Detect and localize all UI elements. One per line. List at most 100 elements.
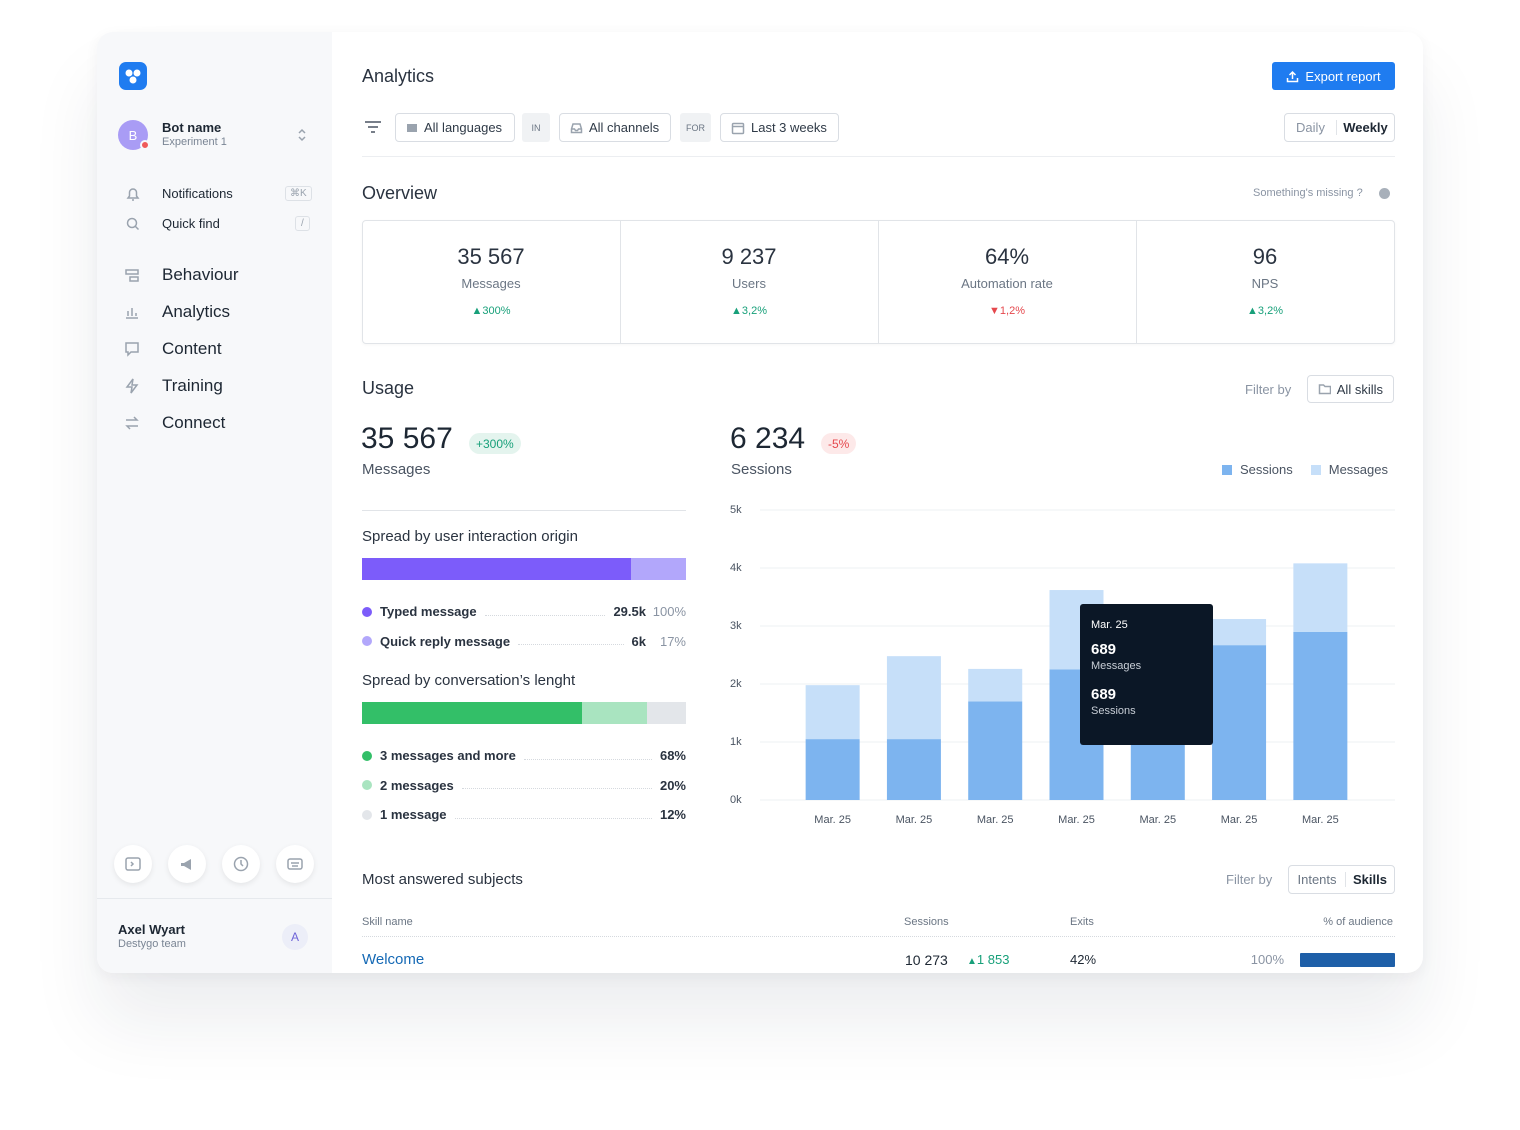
up-arrow: ▲ — [967, 956, 977, 967]
kpi: 64% Automation rate ▼1,2% — [878, 220, 1136, 344]
tooltip-value: 689 — [1091, 641, 1117, 658]
channel-label: All channels — [589, 120, 660, 135]
messages-label: Messages — [362, 461, 431, 478]
legend-dot — [362, 606, 372, 617]
item-share: 100% — [652, 604, 686, 620]
upload-icon — [1287, 70, 1299, 82]
item-name: 1 message — [380, 807, 447, 823]
x-tick-label: Mar. 25 — [1058, 814, 1095, 826]
kpi-value: 35 567 — [457, 244, 525, 269]
granularity-toggle: Daily Weekly — [1284, 113, 1395, 142]
help-link[interactable]: Something's missing ? — [1253, 187, 1363, 199]
messages-total: 35 567 — [361, 422, 453, 455]
bar-segment — [1212, 645, 1267, 800]
filter-label: Filter by — [1245, 382, 1292, 397]
legend-label: Sessions — [1240, 462, 1293, 477]
bar-segment — [968, 668, 1023, 702]
tooltip-label: Sessions — [1091, 705, 1136, 717]
channel-filter[interactable]: All channels — [559, 113, 671, 142]
item-count: 29.5k — [613, 604, 646, 620]
nav-item[interactable]: Content — [162, 339, 222, 358]
export-button[interactable]: Export report — [1272, 62, 1395, 90]
column-header: % of audience — [1323, 916, 1393, 928]
kpi-change: ▲3,2% — [1136, 305, 1394, 317]
bar-segment — [886, 739, 941, 800]
legend-swatch — [1222, 464, 1232, 475]
section-title: Usage — [362, 378, 415, 398]
weekly-option[interactable]: Weekly — [1343, 120, 1388, 135]
tool-button[interactable] — [276, 845, 314, 883]
shortcut-key: ⌘K — [285, 186, 312, 201]
help-icon[interactable] — [1379, 188, 1390, 199]
user-avatar[interactable]: A — [282, 924, 308, 950]
skill-link[interactable]: Welcome — [362, 951, 425, 968]
legend-row: 2 messages 20% — [362, 771, 686, 801]
switch-icon[interactable] — [297, 128, 307, 142]
divider — [1136, 220, 1137, 344]
leader — [518, 637, 624, 646]
legend-row: 3 messages and more 68% — [362, 741, 686, 771]
chart-tooltip: Mar. 25 689 Messages 689 Sessions — [1080, 604, 1213, 745]
kpi: 96 NPS ▲3,2% — [1136, 220, 1394, 344]
bot-subtitle: Experiment 1 — [162, 136, 227, 148]
tool-button[interactable] — [168, 845, 206, 883]
nav-item[interactable]: Connect — [162, 413, 226, 432]
legend-row: Typed message 29.5k 100% — [362, 597, 686, 627]
skills-label: All skills — [1336, 381, 1383, 397]
divider — [620, 220, 621, 344]
nav-icon — [125, 269, 139, 282]
tool-button[interactable] — [222, 845, 260, 883]
bar-segment — [886, 656, 941, 740]
notifications-link[interactable]: Notifications — [162, 186, 233, 201]
bot-name[interactable]: Bot name — [162, 120, 222, 135]
audience-bar — [1300, 953, 1395, 967]
divider — [362, 510, 686, 511]
bar-segment — [1212, 619, 1267, 646]
kpi-label: Users — [732, 276, 766, 291]
stacked-bar — [362, 558, 686, 580]
sessions-label: Sessions — [731, 461, 792, 478]
language-filter[interactable]: All languages — [395, 113, 515, 142]
bar-segment — [362, 702, 583, 724]
section-title: Most answered subjects — [362, 871, 523, 888]
item-share: 17% — [659, 633, 686, 649]
nav-item[interactable]: Training — [162, 376, 223, 395]
intents-option[interactable]: Intents — [1289, 872, 1346, 887]
skills-option[interactable]: Skills — [1353, 872, 1387, 887]
y-tick-label: 3k — [730, 620, 742, 632]
skills-filter[interactable]: All skills — [1307, 375, 1394, 403]
exits-cell: 42% — [1070, 952, 1097, 967]
period-filter[interactable]: Last 3 weeks — [720, 113, 839, 142]
up-arrow: ▲ — [1247, 305, 1258, 317]
y-tick-label: 4k — [730, 562, 742, 574]
item-name: 3 messages and more — [380, 748, 516, 764]
filter-icon[interactable] — [364, 120, 382, 134]
tool-button[interactable] — [114, 845, 152, 883]
bot-avatar[interactable]: B — [118, 120, 148, 150]
status-dot — [140, 140, 150, 150]
nav-item[interactable]: Analytics — [162, 302, 231, 321]
legend-dot — [362, 636, 372, 647]
item-name: Typed message — [380, 604, 477, 620]
tooltip-label: Messages — [1091, 660, 1142, 672]
inbox-icon — [570, 122, 583, 133]
bar-segment — [968, 701, 1023, 800]
kpi-label: Messages — [461, 276, 521, 291]
nav-item[interactable]: Behaviour — [162, 265, 239, 284]
leader — [484, 608, 606, 616]
chart-legend: Sessions Messages — [1222, 462, 1388, 477]
sessions-change: -5% — [821, 433, 857, 454]
kpi-change-value: 3,2% — [741, 305, 767, 317]
divider — [878, 220, 879, 344]
daily-option[interactable]: Daily — [1285, 120, 1337, 135]
bar-segment — [647, 702, 686, 724]
layout-layer: B Bot name Experiment 1 Notifications ⌘K… — [97, 32, 1423, 973]
logo[interactable] — [119, 62, 147, 90]
quick-find-link[interactable]: Quick find — [162, 216, 220, 231]
kpi-change-value: 3,2% — [1257, 305, 1283, 317]
x-tick-label: Mar. 25 — [1221, 814, 1258, 826]
legend-dot — [362, 780, 372, 791]
x-tick-label: Mar. 25 — [896, 814, 933, 826]
up-arrow: ▲ — [731, 305, 742, 317]
